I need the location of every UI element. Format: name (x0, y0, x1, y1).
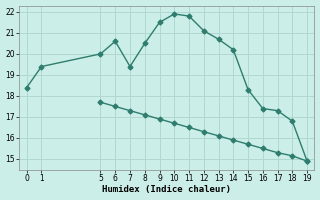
X-axis label: Humidex (Indice chaleur): Humidex (Indice chaleur) (102, 185, 231, 194)
